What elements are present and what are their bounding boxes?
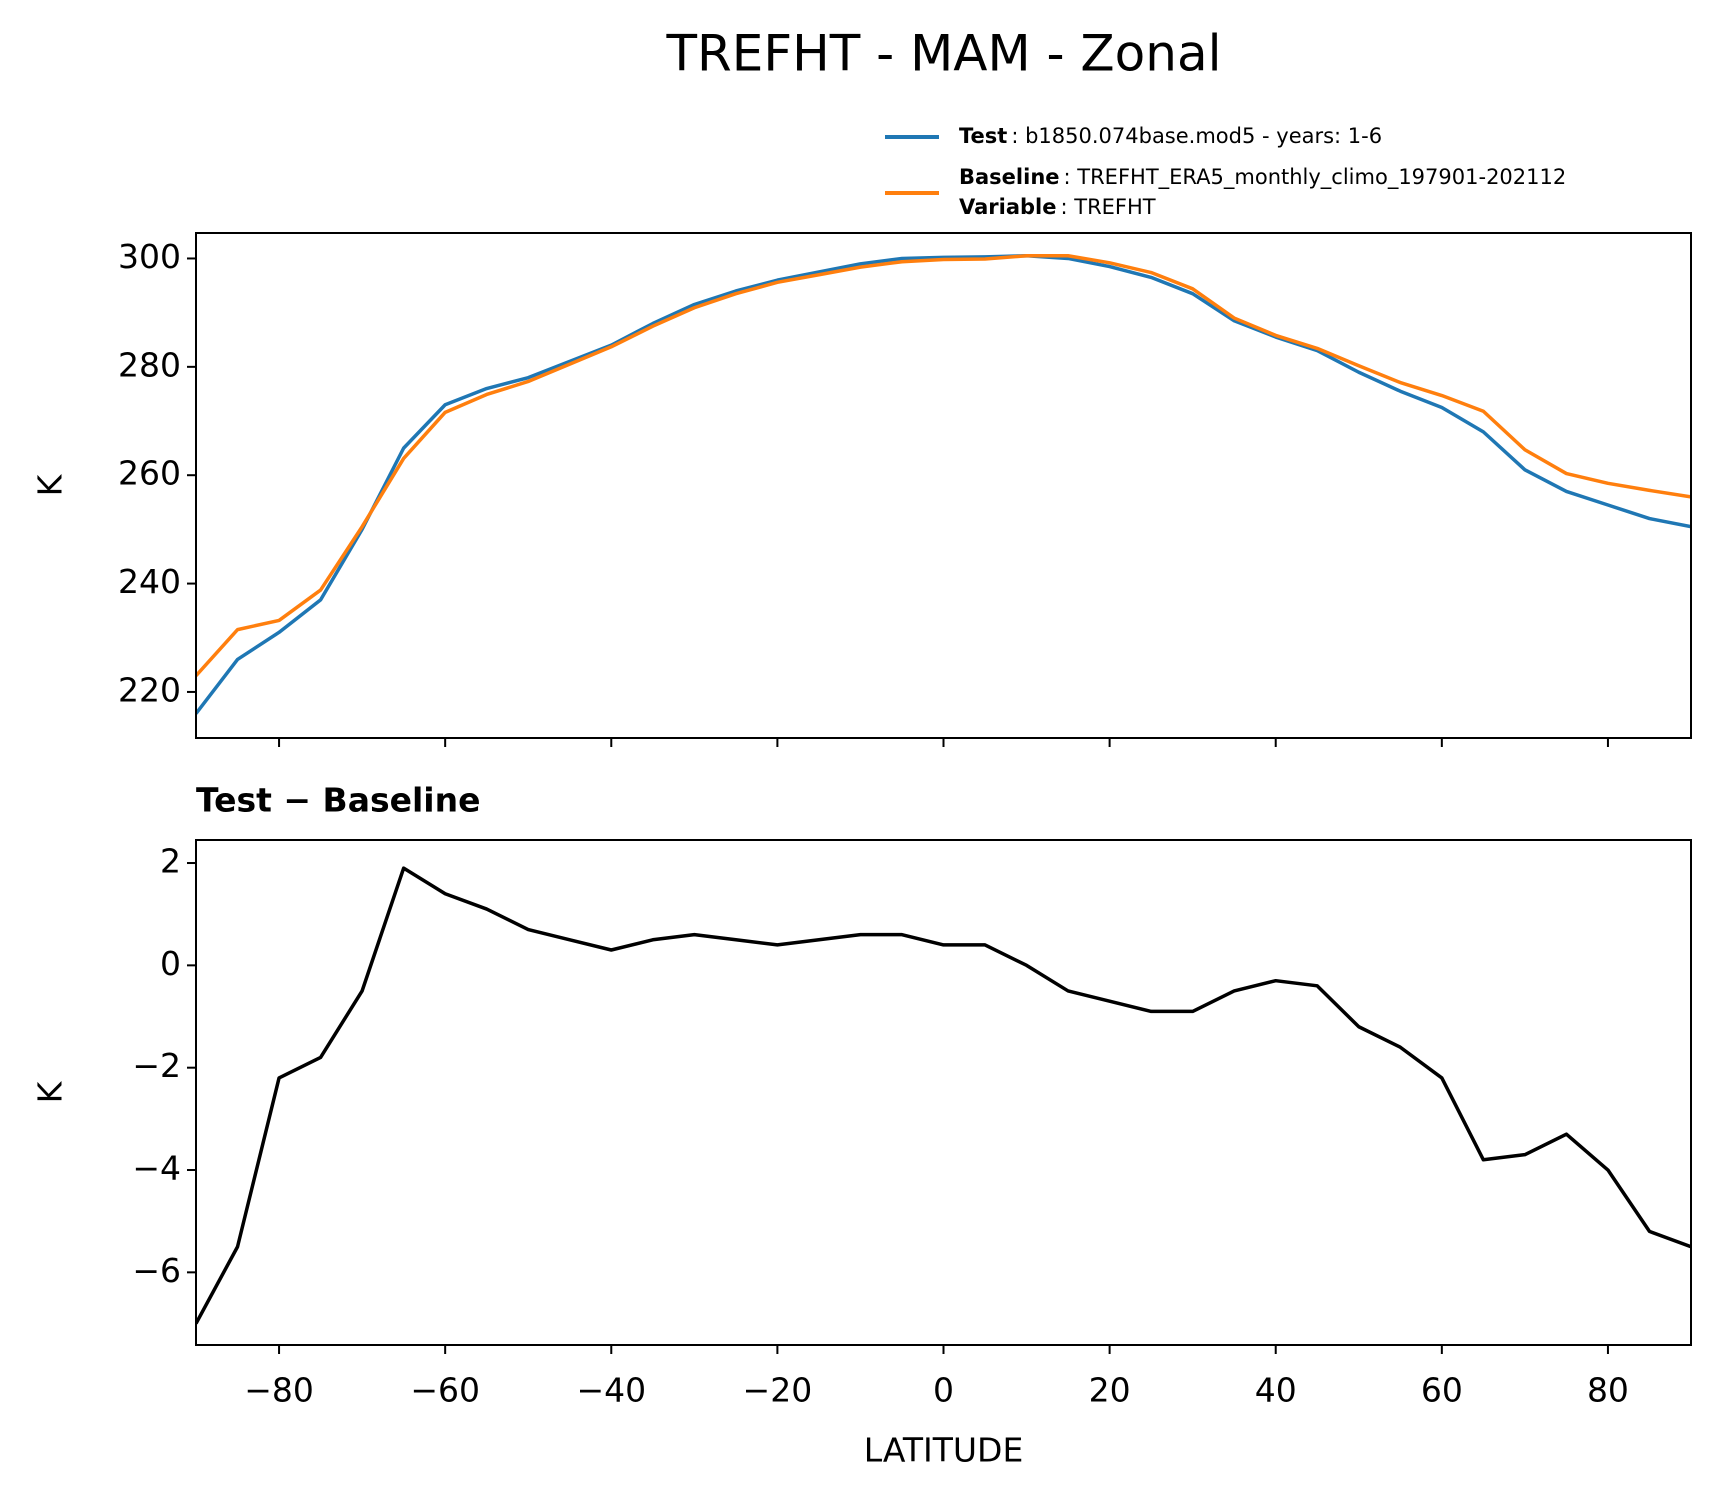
data-line bbox=[196, 866, 1691, 1325]
figure-title: TREFHT - MAM - Zonal bbox=[666, 25, 1222, 83]
axes-frame bbox=[195, 839, 1692, 1346]
x-tick-label: −80 bbox=[244, 1371, 314, 1410]
axes-title: Test − Baseline bbox=[196, 781, 481, 820]
x-tick-label: 60 bbox=[1421, 1371, 1463, 1410]
legend-text: : TREFHT bbox=[1060, 195, 1155, 219]
axes-frame bbox=[195, 232, 1692, 739]
y-tick-label: 2 bbox=[160, 842, 181, 881]
y-tick-label: 0 bbox=[160, 944, 181, 983]
y-tick-label: 280 bbox=[118, 345, 181, 384]
y-axis-label: K bbox=[31, 1080, 70, 1103]
data-line bbox=[196, 254, 1691, 677]
y-axis-label: K bbox=[31, 473, 70, 496]
legend-text: : TREFHT_ERA5_monthly_climo_197901-20211… bbox=[1064, 165, 1567, 190]
legend-text: : b1850.074base.mod5 - years: 1-6 bbox=[1011, 124, 1382, 148]
x-tick-label: 80 bbox=[1587, 1371, 1629, 1410]
y-tick-label: 220 bbox=[118, 670, 181, 709]
legend-key: Test bbox=[959, 124, 1007, 148]
x-tick-label: −20 bbox=[743, 1371, 813, 1410]
x-tick-label: 20 bbox=[1089, 1371, 1131, 1410]
data-line bbox=[196, 254, 1691, 715]
x-tick-label: 40 bbox=[1255, 1371, 1297, 1410]
legend-entry: Variable: TREFHT bbox=[959, 195, 1156, 219]
y-tick-label: −4 bbox=[132, 1149, 181, 1188]
y-tick-label: −2 bbox=[132, 1046, 181, 1085]
y-tick-label: −6 bbox=[132, 1251, 181, 1290]
legend-key: Variable bbox=[959, 195, 1056, 219]
legend-entry: Baseline: TREFHT_ERA5_monthly_climo_1979… bbox=[959, 165, 1566, 190]
x-tick-label: −60 bbox=[410, 1371, 480, 1410]
x-tick-label: 0 bbox=[933, 1371, 954, 1410]
y-tick-label: 300 bbox=[118, 237, 181, 276]
y-tick-label: 240 bbox=[118, 562, 181, 601]
x-tick-label: −40 bbox=[576, 1371, 646, 1410]
x-axis-label: LATITUDE bbox=[864, 1431, 1024, 1470]
legend-key: Baseline bbox=[959, 165, 1060, 189]
legend-entry: Test: b1850.074base.mod5 - years: 1-6 bbox=[959, 124, 1382, 148]
y-tick-label: 260 bbox=[118, 454, 181, 493]
